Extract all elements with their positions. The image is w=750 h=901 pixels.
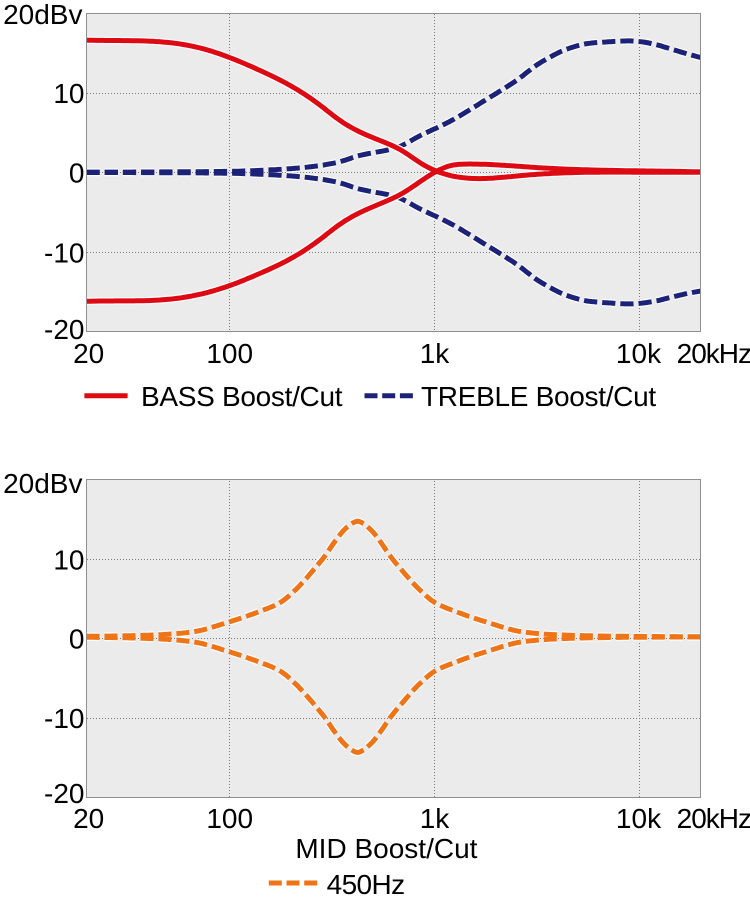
svg-text:BASS Boost/Cut: BASS Boost/Cut (141, 381, 343, 412)
svg-text:20kHz: 20kHz (677, 803, 750, 834)
svg-text:20dBv: 20dBv (3, 468, 82, 499)
svg-text:-10: -10 (44, 238, 84, 269)
svg-text:TREBLE Boost/Cut: TREBLE Boost/Cut (421, 381, 656, 412)
svg-text:0: 0 (69, 158, 85, 189)
svg-text:-20: -20 (44, 778, 84, 809)
svg-text:10: 10 (53, 544, 84, 575)
svg-text:-10: -10 (44, 703, 84, 734)
svg-text:10k: 10k (616, 338, 662, 369)
svg-text:1k: 1k (420, 803, 451, 834)
svg-text:100: 100 (206, 338, 253, 369)
svg-text:100: 100 (206, 803, 253, 834)
svg-text:450Hz: 450Hz (327, 869, 405, 900)
svg-text:-20: -20 (44, 314, 84, 345)
svg-text:20dBv: 20dBv (3, 0, 82, 30)
svg-text:20kHz: 20kHz (677, 338, 750, 369)
svg-text:20: 20 (73, 803, 104, 834)
svg-text:0: 0 (69, 624, 85, 655)
svg-text:20: 20 (73, 338, 104, 369)
svg-text:10k: 10k (616, 803, 662, 834)
svg-text:MID Boost/Cut: MID Boost/Cut (295, 833, 477, 864)
svg-text:1k: 1k (420, 338, 451, 369)
svg-text:10: 10 (53, 78, 84, 109)
